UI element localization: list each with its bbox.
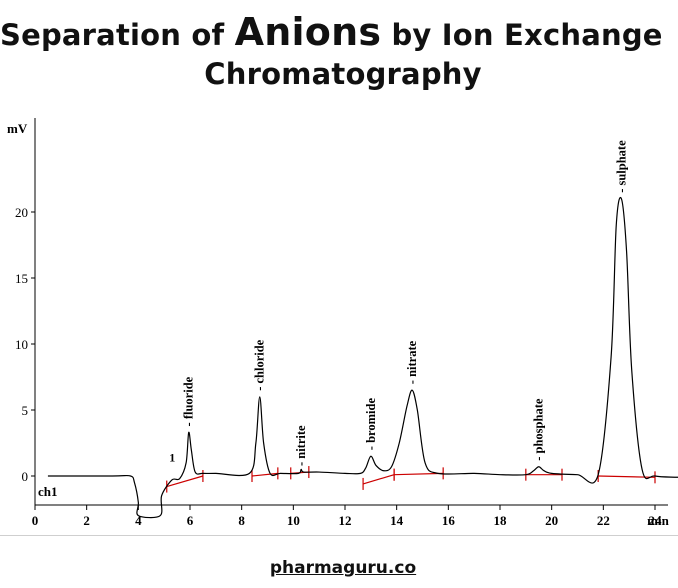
y-tick-label: 15 (15, 271, 28, 286)
title-part1: Separation of (0, 18, 225, 52)
y-tick-label: 5 (22, 403, 29, 418)
peak-label-sulphate: - sulphate (614, 140, 628, 193)
x-tick-label: 12 (339, 513, 352, 528)
x-tick-label: 18 (494, 513, 508, 528)
peak-label-bromide: - bromide (364, 398, 378, 451)
y-axis-label: mV (7, 121, 28, 136)
title-part2: by Ion Exchange (391, 18, 663, 52)
x-tick-label: 24 (649, 513, 663, 528)
x-tick-label: 14 (390, 513, 404, 528)
y-tick-label: 0 (22, 469, 29, 484)
baseline-segment (362, 474, 395, 485)
x-tick-label: 2 (83, 513, 90, 528)
peak-label-chloride: - chloride (253, 339, 267, 390)
baseline-segment (394, 472, 444, 476)
peak-label-1: 1 (169, 451, 175, 465)
peak-label-fluoride: - fluoride (182, 376, 196, 426)
x-tick-label: 6 (187, 513, 194, 528)
x-tick-label: 20 (545, 513, 558, 528)
footer-link[interactable]: pharmaguru.co (269, 558, 417, 578)
x-tick-label: 8 (238, 513, 245, 528)
x-axis-label: min (647, 513, 669, 528)
x-tick-label: 16 (442, 513, 456, 528)
divider (0, 535, 678, 536)
baseline-segment (251, 472, 278, 477)
x-tick-label: 4 (135, 513, 142, 528)
y-tick-label: 10 (15, 337, 28, 352)
title-highlight: Anions (234, 10, 382, 54)
x-tick-label: 0 (32, 513, 39, 528)
chromatogram-trace (47, 196, 678, 519)
peak-label-nitrite: - nitrite (294, 425, 308, 466)
baseline-segment (166, 475, 204, 488)
chart-title-line-1: Separation of Anions by Ion Exchange (0, 10, 678, 54)
x-tick-label: 22 (597, 513, 610, 528)
x-tick-label: 10 (287, 513, 300, 528)
peak-label-phosphate: - phosphate (532, 398, 546, 461)
y-tick-label: 20 (15, 205, 28, 220)
baseline-segment (598, 475, 656, 478)
peak-label-nitrate: - nitrate (405, 340, 419, 384)
chart-title-line-2: Chromatography (204, 57, 482, 91)
channel-label: ch1 (38, 484, 58, 499)
